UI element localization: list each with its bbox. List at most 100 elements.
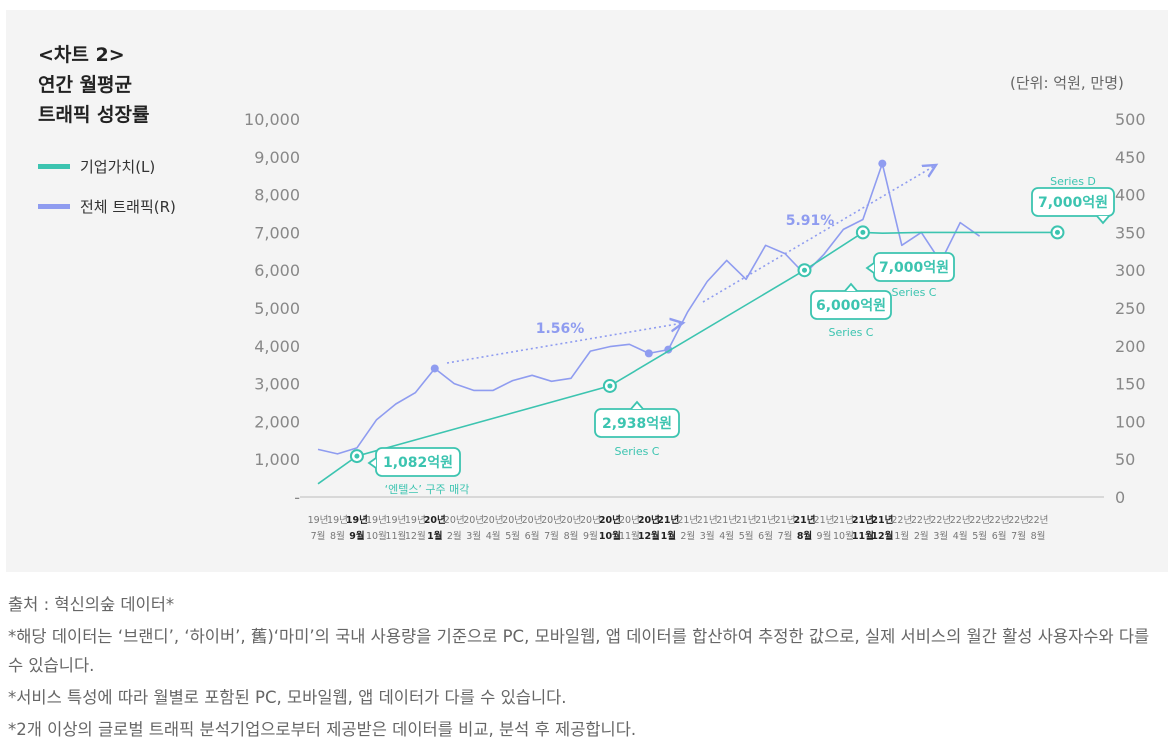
x-tick-label-year: 22년	[1028, 515, 1049, 526]
x-tick-label-month: 6월	[992, 530, 1007, 542]
x-tick-label-year: 20년	[463, 515, 484, 526]
notes: 출처 : 혁신의숲 데이터* *해당 데이터는 ‘브랜디’, ‘하이버’, 舊)…	[8, 590, 1168, 747]
y-right-tick-label: 350	[1115, 223, 1146, 242]
x-tick-label-month: 5월	[972, 530, 987, 542]
y-left-tick-label: 7,000	[254, 223, 300, 242]
source-note: 출처 : 혁신의숲 데이터*	[8, 595, 175, 614]
title-line-3: 트래픽 성장률	[38, 104, 150, 126]
traffic-marker	[878, 159, 887, 168]
x-tick-label-month: 9월	[583, 530, 598, 542]
title-line-1: <차트 2>	[38, 44, 125, 66]
annotation-value: 2,938억원	[602, 416, 672, 432]
x-tick-label-month: 11월	[852, 530, 874, 542]
y-left-tick-label: 1,000	[254, 450, 300, 469]
x-tick-label-month: 9월	[349, 530, 364, 542]
y-left-tick-label: 3,000	[254, 375, 300, 394]
legend: 기업가치(L) 전체 트래픽(R)	[38, 154, 176, 234]
valuation-marker-dot	[860, 229, 866, 235]
note-1: *해당 데이터는 ‘브랜디’, ‘하이버’, 舊)‘마미’의 국내 사용량을 기…	[8, 627, 1150, 675]
valuation-marker-dot	[607, 383, 613, 389]
x-tick-label-month: 10월	[833, 530, 854, 542]
y-right-tick-label: 50	[1115, 450, 1135, 469]
trend-label-2: 5.91%	[786, 213, 835, 229]
y-right-tick-label: 150	[1115, 375, 1146, 394]
annotation-sub: Series C	[614, 445, 659, 458]
annotation-pointer	[630, 400, 644, 410]
valuation-marker-dot	[1054, 229, 1060, 235]
x-tick-label-year: 22년	[1008, 515, 1029, 526]
x-tick-label-month: 5월	[739, 530, 754, 542]
annotation-pointer	[865, 262, 875, 274]
legend-label-traffic: 전체 트래픽(R)	[80, 197, 176, 216]
y-right-tick-label: 400	[1115, 186, 1146, 205]
note-2: *서비스 특성에 따라 월별로 포함된 PC, 모바일웹, 앱 데이터가 다를 …	[8, 688, 567, 707]
annotation-value: 7,000억원	[1038, 195, 1108, 211]
x-tick-label-year: 19년	[405, 515, 426, 526]
x-tick-label-month: 12월	[871, 530, 893, 542]
x-tick-label-month: 9월	[817, 530, 832, 542]
y-left-tick-label: 4,000	[254, 337, 300, 356]
x-tick-label-month: 4월	[953, 530, 968, 542]
y-right-tick-label: 500	[1115, 110, 1146, 129]
unit-label: (단위: 억원, 만명)	[1010, 74, 1124, 92]
x-tick-label-year: 21년	[814, 515, 835, 526]
x-tick-label-month: 5월	[505, 530, 520, 542]
x-tick-label-month: 11월	[385, 530, 406, 542]
x-tick-label-month: 3월	[700, 530, 715, 542]
legend-swatch-valuation	[38, 163, 70, 169]
x-tick-label-year: 21년	[716, 515, 737, 526]
y-left-tick-label: 9,000	[254, 148, 300, 167]
x-tick-label-year: 21년	[736, 515, 757, 526]
y-left-tick-label: 6,000	[254, 261, 300, 280]
x-tick-label-year: 21년	[852, 514, 874, 526]
annotation-sub: Series C	[891, 286, 936, 299]
x-tick-label-month: 2월	[680, 530, 695, 542]
x-tick-label-month: 1월	[894, 530, 909, 542]
y-right-tick-label: 300	[1115, 261, 1146, 280]
x-tick-label-year: 22년	[950, 515, 971, 526]
title-line-2: 연간 월평균	[38, 74, 133, 96]
x-tick-label-year: 22년	[891, 515, 912, 526]
y-left-tick-label: 8,000	[254, 186, 300, 205]
y-right-tick-label: 250	[1115, 299, 1146, 318]
annotation-sub: Series D	[1050, 175, 1096, 188]
chart-panel	[6, 10, 1168, 572]
y-left-tick-label: -	[294, 488, 300, 507]
x-tick-label-month: 10월	[599, 530, 621, 542]
x-tick-label-month: 7월	[778, 530, 793, 542]
x-tick-label-year: 20년	[424, 514, 446, 526]
x-tick-label-year: 21년	[871, 514, 893, 526]
x-tick-label-year: 19년	[385, 515, 406, 526]
valuation-marker-dot	[354, 453, 360, 459]
traffic-marker	[644, 349, 653, 358]
y-right-tick-label: 100	[1115, 412, 1146, 431]
x-tick-label-month: 6월	[525, 530, 540, 542]
x-tick-label-year: 22년	[911, 515, 932, 526]
y-left-tick-label: 10,000	[244, 110, 300, 129]
x-tick-label-year: 22년	[930, 515, 951, 526]
valuation-series-line	[317, 231, 1058, 485]
x-tick-label-year: 21년	[833, 515, 854, 526]
x-tick-label-month: 10월	[366, 530, 387, 542]
annotation-box	[1031, 187, 1115, 217]
x-tick-label-year: 19년	[346, 514, 368, 526]
x-tick-label-year: 21년	[677, 515, 698, 526]
x-tick-label-month: 1월	[427, 530, 442, 542]
legend-label-valuation: 기업가치(L)	[80, 157, 156, 176]
annotation-sub: ‘엔텔스’ 구주 매각	[385, 483, 470, 496]
x-tick-label-year: 21년	[794, 514, 816, 526]
x-tick-label-year: 20년	[580, 515, 601, 526]
x-tick-label-year: 19년	[366, 515, 387, 526]
x-tick-label-month: 12월	[405, 530, 426, 542]
annotation-value: 1,082억원	[383, 455, 453, 471]
x-tick-label-year: 22년	[969, 515, 990, 526]
x-tick-label-year: 20년	[502, 515, 523, 526]
x-tick-label-year: 20년	[619, 515, 640, 526]
chart-svg: - 1,000 2,000 3,000 4,000 5,000 6,000 7,000 8,00…	[244, 110, 1146, 542]
x-tick-label-year: 20년	[638, 514, 660, 526]
x-tick-label-year: 19년	[327, 515, 348, 526]
x-tick-label-month: 4월	[719, 530, 734, 542]
x-tick-label-month: 11월	[619, 530, 640, 542]
x-tick-label-year: 19년	[308, 515, 329, 526]
x-tick-label-month: 8월	[330, 530, 345, 542]
